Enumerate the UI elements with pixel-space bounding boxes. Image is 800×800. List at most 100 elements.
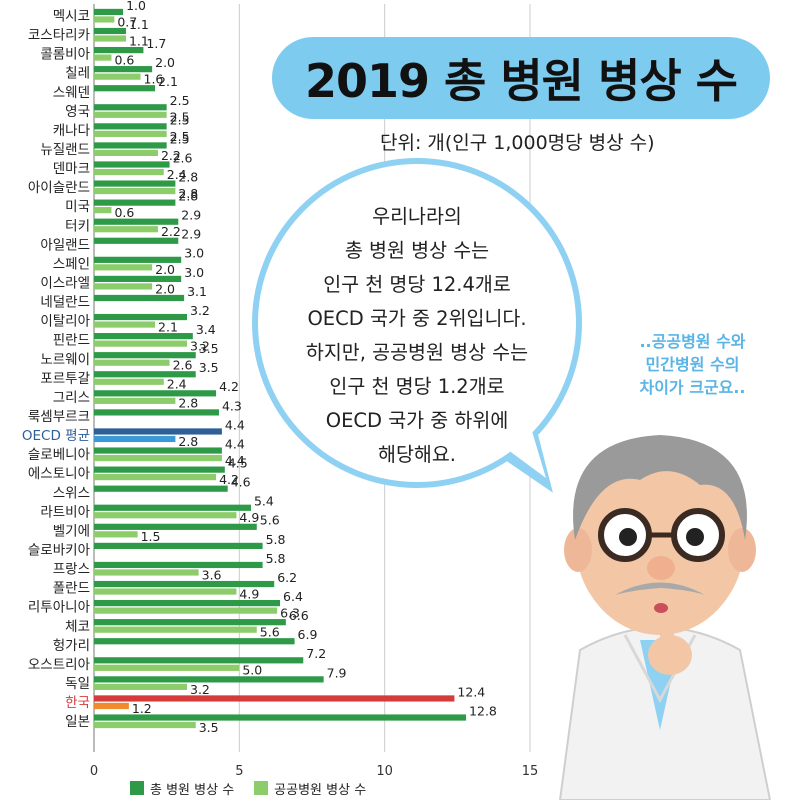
bar-public: [94, 130, 167, 137]
bar-public: [94, 588, 237, 595]
bubble-line: 인구 천 명당 1.2개로: [329, 375, 505, 398]
bar-total: [94, 313, 188, 321]
value-label-public: 2.4: [167, 377, 187, 392]
legend-item-total: 총 병원 병상 수: [130, 779, 234, 798]
value-label-public: 1.2: [132, 701, 152, 716]
bar-total: [94, 714, 467, 721]
speech-bubble-text: 우리나라의 총 병원 병상 수는 인구 천 명당 12.4개로 OECD 국가 …: [262, 200, 572, 472]
bar-total: [94, 8, 124, 16]
bar-total: [94, 542, 263, 549]
value-label-total: 3.4: [196, 322, 216, 337]
category-label: 미국: [65, 199, 90, 215]
x-tick-label: 5: [235, 764, 243, 779]
bar-total: [94, 27, 126, 35]
value-label-public: 3.5: [199, 720, 219, 735]
category-label: 뉴질랜드: [40, 142, 90, 158]
value-label-public: 2.8: [178, 434, 198, 449]
category-label: 벨기에: [53, 523, 90, 539]
value-label-total: 1.7: [146, 36, 166, 51]
category-label: 이탈리아: [40, 314, 90, 330]
category-label: 룩셈부르크: [28, 409, 90, 425]
side-note-line: ..공공병원 수와: [639, 332, 746, 351]
category-label: 스웨덴: [53, 85, 90, 101]
value-label-total: 5.4: [254, 494, 274, 509]
value-label-public: 4.4: [225, 453, 245, 468]
category-label: 일본: [65, 714, 90, 730]
bar-public: [94, 340, 188, 347]
value-label-total: 2.9: [181, 227, 201, 242]
value-label-public: 2.6: [173, 358, 193, 373]
value-label-total: 6.4: [283, 589, 303, 604]
category-label: 한국: [65, 695, 90, 711]
value-label-total: 6.6: [289, 608, 309, 623]
legend-swatch-total: [130, 781, 144, 795]
value-label-total: 5.6: [260, 513, 280, 528]
bar-public: [94, 35, 126, 42]
bubble-line: OECD 국가 중 하위에: [325, 409, 509, 432]
bar-public: [94, 531, 138, 538]
value-label-public: 3.2: [190, 682, 210, 697]
bar-total: [94, 218, 179, 225]
category-label: 코스타리카: [28, 28, 90, 44]
bar-public: [94, 226, 158, 233]
bar-total: [94, 123, 167, 130]
category-label: 캐나다: [53, 123, 91, 139]
bar-public: [94, 397, 176, 404]
bar-total: [94, 371, 196, 378]
bar-public: [94, 721, 196, 729]
bar-public: [94, 378, 164, 385]
bar-total: [94, 66, 153, 73]
value-label-public: 2.4: [167, 167, 187, 182]
bar-public: [94, 73, 141, 80]
category-label: 오스트리아: [28, 657, 91, 673]
bar-public: [94, 168, 164, 176]
bar-total: [94, 294, 185, 302]
bar-total: [94, 237, 179, 244]
bar-total: [94, 85, 156, 92]
value-label-total: 3.2: [190, 303, 210, 318]
category-label: 에스토니아: [28, 466, 91, 482]
bar-public: [94, 54, 112, 61]
category-label: 덴마크: [53, 161, 90, 177]
category-label: OECD 평균: [22, 428, 90, 444]
category-label: 핀란드: [53, 333, 90, 349]
value-label-public: 2.2: [161, 148, 181, 163]
value-label-total: 5.8: [266, 532, 286, 547]
value-label-total: 3.1: [187, 284, 207, 299]
category-label: 폴란드: [53, 581, 90, 597]
doctor-illustration: [558, 435, 772, 800]
value-label-total: 1.1: [129, 17, 149, 32]
category-label: 노르웨이: [40, 352, 90, 368]
legend-item-public: 공공병원 병상 수: [254, 779, 366, 798]
bar-public: [94, 683, 188, 690]
bar-total: [94, 561, 263, 569]
bubble-line: OECD 국가 중 2위입니다.: [307, 307, 527, 330]
value-label-public: 3.6: [202, 567, 222, 582]
value-label-total: 6.9: [298, 627, 318, 642]
bar-public: [94, 321, 156, 328]
value-label-total: 12.8: [469, 703, 497, 718]
bar-public: [94, 512, 237, 519]
value-label-total: 2.5: [170, 112, 190, 127]
bar-total: [94, 619, 286, 626]
bar-public: [94, 569, 199, 576]
bar-total: [94, 333, 193, 340]
value-label-public: 4.9: [239, 586, 259, 601]
bar-total: [94, 695, 455, 702]
value-label-public: 4.2: [219, 472, 239, 487]
category-label: 이스라엘: [40, 276, 90, 292]
bar-total: [94, 523, 257, 530]
category-label: 독일: [65, 676, 90, 692]
bar-public: [94, 283, 153, 290]
category-label: 콜롬비아: [40, 47, 90, 63]
bar-public: [94, 435, 176, 443]
bar-public: [94, 187, 176, 195]
speech-bubble: [252, 158, 582, 488]
bar-total: [94, 657, 304, 664]
value-label-total: 3.0: [184, 265, 204, 280]
bar-total: [94, 600, 281, 607]
category-label: 터키: [65, 218, 90, 234]
bar-public: [94, 149, 158, 157]
category-label: 스위스: [53, 485, 90, 501]
